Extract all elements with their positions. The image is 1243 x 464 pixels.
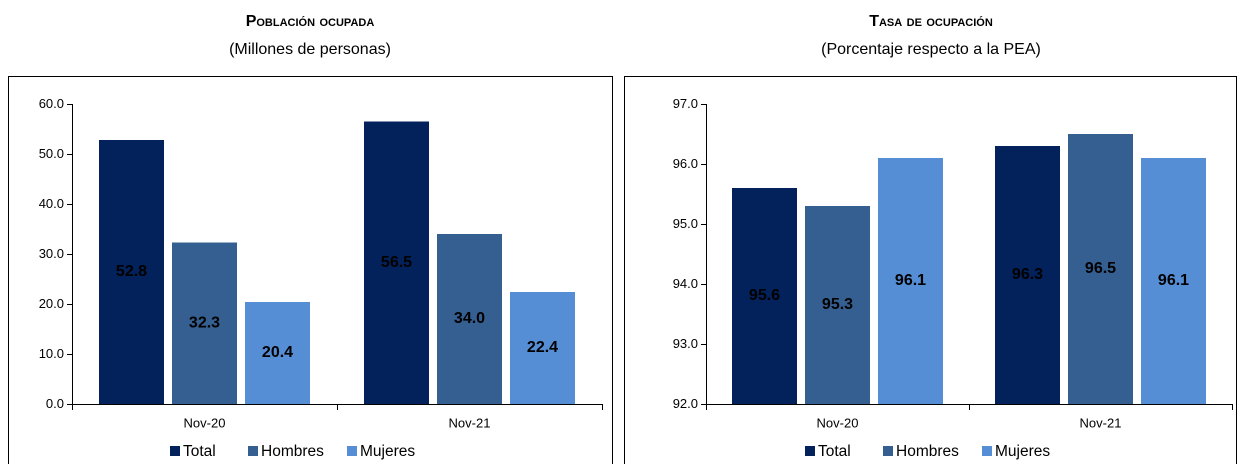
- legend-marker: [170, 446, 180, 456]
- data-label: 96.1: [895, 272, 926, 289]
- bar: [364, 121, 429, 404]
- chart-title: Población ocupada: [246, 13, 375, 30]
- data-label: 96.5: [1085, 260, 1116, 277]
- legend-marker: [883, 446, 893, 456]
- panel-border: [624, 76, 1237, 464]
- bar: [995, 146, 1060, 404]
- data-label: 32.3: [189, 314, 220, 331]
- legend-label: Total: [183, 443, 216, 460]
- legend-label: Total: [818, 443, 851, 460]
- bar: [805, 206, 870, 404]
- y-tick-label: 20.0: [39, 296, 64, 311]
- bar: [245, 302, 310, 404]
- data-label: 95.3: [822, 296, 853, 313]
- legend-label: Hombres: [896, 443, 959, 460]
- y-tick-label: 60.0: [39, 96, 64, 111]
- bar: [732, 188, 797, 404]
- y-tick-label: 0.0: [46, 396, 64, 411]
- data-label: 95.6: [749, 287, 780, 304]
- y-tick-label: 96.0: [673, 156, 698, 171]
- chart-title: Tasa de ocupación: [869, 13, 993, 30]
- y-tick-label: 50.0: [39, 146, 64, 161]
- y-tick-label: 92.0: [673, 396, 698, 411]
- legend-label: Mujeres: [360, 443, 415, 460]
- data-label: 20.4: [262, 344, 293, 361]
- data-label: 22.4: [527, 339, 558, 356]
- bar: [510, 292, 575, 404]
- chart-subtitle: (Porcentaje respecto a la PEA): [821, 41, 1041, 58]
- data-label: 34.0: [454, 310, 485, 327]
- bar: [878, 158, 943, 404]
- legend-label: Mujeres: [995, 443, 1050, 460]
- bar: [172, 242, 237, 404]
- y-tick-label: 40.0: [39, 196, 64, 211]
- y-tick-label: 97.0: [673, 96, 698, 111]
- y-tick-label: 93.0: [673, 336, 698, 351]
- x-tick-label: Nov-20: [817, 415, 859, 430]
- data-label: 56.5: [381, 254, 412, 271]
- y-tick-label: 94.0: [673, 276, 698, 291]
- legend-marker: [982, 446, 992, 456]
- bar: [99, 140, 164, 404]
- panel-border: [8, 76, 613, 464]
- x-tick-label: Nov-21: [1080, 415, 1122, 430]
- bar: [1068, 134, 1133, 404]
- x-tick-label: Nov-20: [184, 415, 226, 430]
- x-tick-label: Nov-21: [449, 415, 491, 430]
- legend-marker: [347, 446, 357, 456]
- data-label: 96.1: [1158, 272, 1189, 289]
- data-label: 96.3: [1012, 266, 1043, 283]
- data-label: 52.8: [116, 263, 147, 280]
- bar: [437, 234, 502, 404]
- y-tick-label: 30.0: [39, 246, 64, 261]
- bar: [1141, 158, 1206, 404]
- legend-marker: [248, 446, 258, 456]
- legend-label: Hombres: [261, 443, 324, 460]
- y-tick-label: 10.0: [39, 346, 64, 361]
- legend-marker: [805, 446, 815, 456]
- y-tick-label: 95.0: [673, 216, 698, 231]
- chart-subtitle: (Millones de personas): [229, 41, 391, 58]
